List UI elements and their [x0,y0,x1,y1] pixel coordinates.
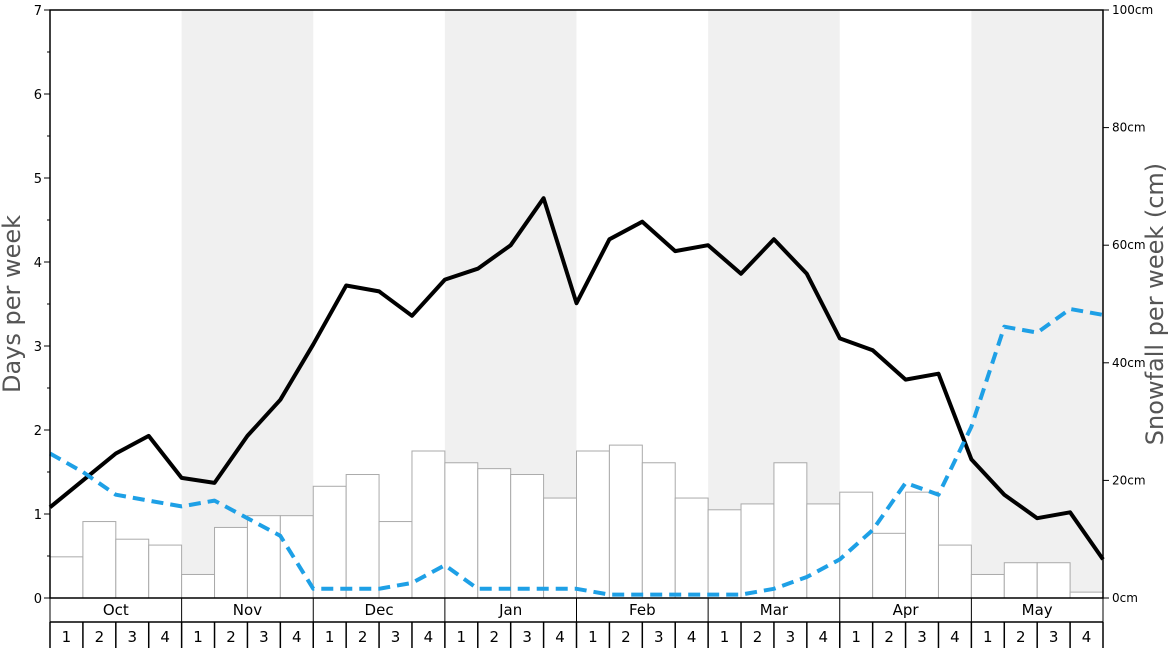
month-axis: Oct Nov Dec Jan Feb Mar Apr May [49,598,1104,623]
snowfall-bar [872,532,907,599]
left-tick-label: 0 [34,592,42,607]
snowfall-bar [148,544,183,599]
week-label: 4 [950,628,960,646]
left-tick-label: 5 [34,172,42,187]
week-label: 3 [786,628,796,646]
week-label: 4 [687,628,697,646]
week-label: 2 [226,628,236,646]
right-tick-label: 0cm [1112,591,1138,605]
month-band-nov [181,10,314,598]
snowfall-bar [740,503,775,599]
snowfall-bar [510,474,545,599]
week-label: 3 [259,628,269,646]
right-tick-label: 60cm [1112,238,1146,252]
week-label: 3 [654,628,664,646]
snowfall-bar [279,515,314,599]
snowfall-bar [707,509,742,599]
left-tick-label: 3 [34,340,42,355]
week-label: 2 [358,628,368,646]
snowfall-bar [641,462,676,599]
left-tick-label: 2 [34,424,42,439]
snowfall-bar [214,526,248,599]
snowfall-bar [970,573,1005,599]
dashed-series-line [49,307,1104,597]
right-tick-label: 100cm [1112,3,1153,17]
left-tick-label: 6 [34,88,42,103]
month-label-oct: Oct [103,601,129,619]
week-label: 1 [588,628,598,646]
right-tick-label: 80cm [1112,121,1146,135]
snowfall-bar [1003,562,1038,599]
snowfall-bar [312,485,347,599]
month-bands [181,10,1103,598]
week-label: 1 [851,628,861,646]
left-tick-label: 1 [34,508,42,523]
week-label: 4 [1082,628,1092,646]
snowfall-bars [49,444,1104,599]
week-label: 1 [720,628,730,646]
right-tick-label: 20cm [1112,473,1146,487]
left-axis: 0 1 2 3 4 5 6 7 [34,4,50,607]
month-label-nov: Nov [233,601,262,619]
week-label: 3 [391,628,401,646]
week-label: 2 [1016,628,1026,646]
series-lines [48,196,1105,597]
week-label: 3 [1049,628,1059,646]
snowfall-bar [543,497,577,599]
right-axis-title: Snowfall per week (cm) [1141,163,1168,445]
week-label: 1 [457,628,467,646]
left-tick-label: 7 [34,4,42,19]
snowfall-bar [49,556,84,599]
week-label: 3 [127,628,137,646]
month-band-may [971,10,1103,598]
snowfall-bar [905,491,939,599]
snowfall-bar [477,468,512,599]
snowfall-bar [1069,591,1104,599]
week-label: 4 [819,628,829,646]
snowfall-bar [576,450,610,599]
week-label: 3 [522,628,532,646]
left-axis-title: Days per week [0,215,26,393]
week-label: 2 [489,628,499,646]
week-label: 3 [917,628,927,646]
left-tick-label: 4 [34,256,42,271]
solid-series-line [48,196,1105,561]
snowfall-bar [444,462,479,599]
snowfall-bar [674,497,709,599]
month-label-dec: Dec [365,601,394,619]
week-label: 1 [325,628,335,646]
week-axis: 1 2 3 4 1 2 3 4 1 2 3 4 1 2 3 4 1 2 3 4 1 2 3 4 1 2 3 4 1 2 3 4 [49,622,1104,648]
week-label: 4 [555,628,565,646]
snowfall-bar [608,444,643,599]
month-label-apr: Apr [893,601,920,619]
week-label: 4 [160,628,170,646]
right-axis: 0cm 20cm 40cm 60cm 80cm 100cm [1103,3,1153,605]
month-label-may: May [1022,601,1053,619]
snowfall-bar [345,474,380,599]
snowfall-bar [82,521,117,599]
snowfall-bar [1036,562,1071,599]
month-label-mar: Mar [760,601,789,619]
week-label: 2 [753,628,763,646]
snowfall-bar [115,538,150,599]
week-label: 4 [424,628,434,646]
week-label: 1 [983,628,993,646]
week-label: 2 [884,628,894,646]
week-label: 2 [95,628,105,646]
month-label-jan: Jan [498,601,522,619]
snowfall-bar [937,544,972,599]
week-label: 2 [621,628,631,646]
snowfall-bar [411,450,446,599]
snowfall-bar [806,503,841,599]
right-tick-label: 40cm [1112,356,1146,370]
snowfall-bar [181,573,216,599]
week-label: 1 [62,628,72,646]
week-label: 4 [292,628,302,646]
week-label: 1 [193,628,203,646]
month-label-feb: Feb [629,601,656,619]
